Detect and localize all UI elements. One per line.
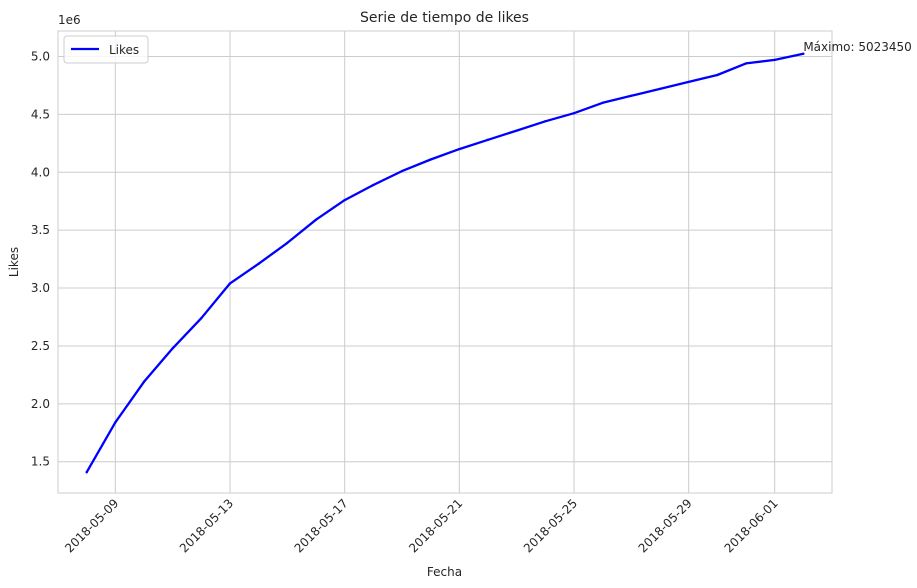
data-point — [142, 380, 146, 383]
data-point — [114, 421, 117, 424]
data-point — [515, 129, 518, 132]
data-point — [372, 183, 375, 187]
y-axis-label: Likes — [7, 247, 21, 277]
data-point — [286, 241, 289, 245]
data-point — [572, 112, 576, 115]
y-tick-label: 2.5 — [31, 339, 50, 353]
plot-area-frame — [57, 30, 833, 494]
y-tick-label: 5.0 — [31, 49, 50, 63]
y-tick-label: 4.5 — [31, 107, 50, 121]
y-offset-label: 1e6 — [58, 13, 81, 27]
y-tick-label: 2.0 — [31, 397, 50, 411]
data-point — [601, 101, 604, 105]
max-annotation: Máximo: 5023450 — [803, 40, 911, 54]
data-point — [314, 218, 318, 221]
x-axis-label: Fecha — [427, 565, 462, 579]
data-point — [687, 80, 690, 84]
data-point — [773, 58, 776, 62]
data-point — [716, 73, 719, 77]
y-tick-label: 3.0 — [31, 281, 50, 295]
y-axis-ticks: 1.5 2.0 2.5 3.0 3.5 4.0 4.5 5.0 — [31, 49, 50, 468]
y-tick-label: 4.0 — [31, 165, 50, 179]
data-point — [343, 198, 346, 202]
chart-title: Serie de tiempo de likes — [360, 10, 529, 26]
data-point — [486, 138, 490, 141]
data-point — [429, 158, 432, 161]
grid — [58, 31, 832, 493]
data-point — [85, 471, 88, 474]
data-point — [802, 52, 805, 55]
data-point — [658, 87, 662, 91]
data-point — [544, 120, 547, 123]
y-tick-label: 1.5 — [31, 455, 50, 469]
data-point — [744, 62, 748, 65]
data-point — [400, 169, 404, 173]
series-line-likes — [85, 52, 805, 474]
legend-box — [63, 35, 149, 64]
data-point — [200, 317, 203, 320]
data-point — [228, 282, 232, 285]
data-point — [171, 347, 174, 350]
legend: Likes — [63, 35, 149, 64]
series-layer — [85, 52, 805, 474]
data-point — [630, 94, 633, 98]
legend-label-likes: Likes — [109, 43, 139, 57]
data-point — [257, 262, 260, 265]
data-point — [458, 147, 461, 151]
y-tick-label: 3.5 — [31, 223, 50, 237]
